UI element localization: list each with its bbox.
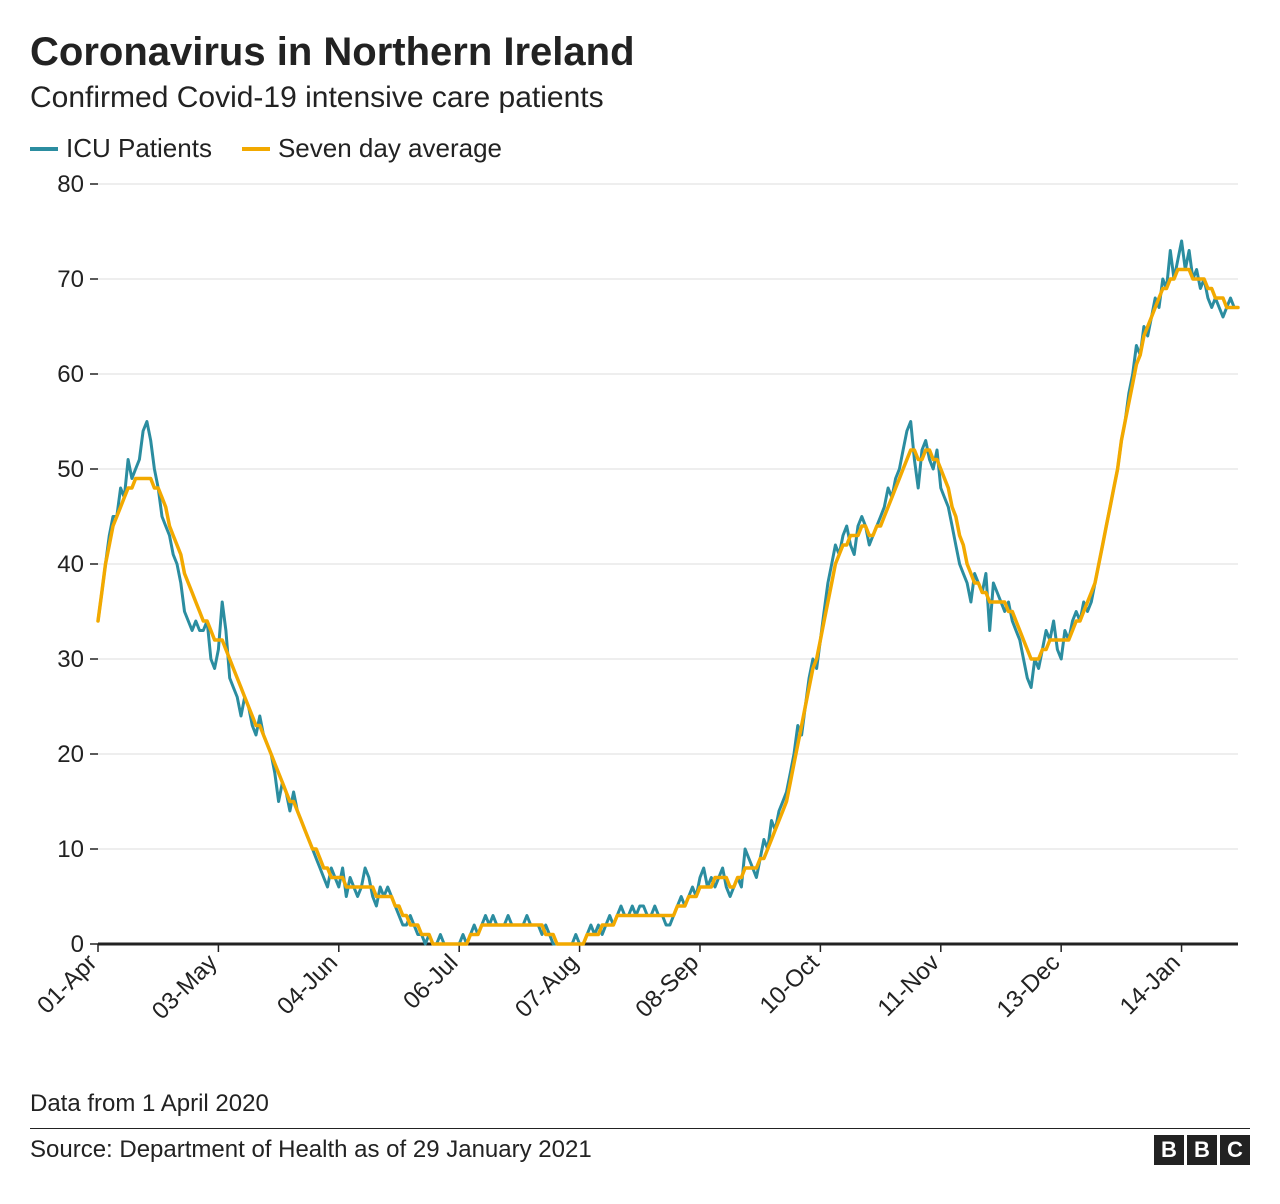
legend-label-icu: ICU Patients bbox=[66, 133, 212, 164]
divider bbox=[30, 1128, 1250, 1129]
svg-text:03-May: 03-May bbox=[147, 949, 223, 1025]
svg-text:10: 10 bbox=[57, 836, 84, 863]
legend-item-icu: ICU Patients bbox=[30, 133, 212, 164]
bbc-c: C bbox=[1220, 1135, 1250, 1165]
chart-subtitle: Confirmed Covid-19 intensive care patien… bbox=[30, 81, 1250, 115]
legend-swatch-avg bbox=[242, 147, 270, 151]
svg-text:11-Nov: 11-Nov bbox=[872, 949, 945, 1022]
legend-label-avg: Seven day average bbox=[278, 133, 502, 164]
footer-note: Data from 1 April 2020 bbox=[30, 1086, 1250, 1118]
svg-text:70: 70 bbox=[57, 266, 84, 293]
chart-container: Coronavirus in Northern Ireland Confirme… bbox=[30, 30, 1250, 1165]
line-chart-svg: 0102030405060708001-Apr03-May04-Jun06-Ju… bbox=[30, 174, 1250, 1074]
svg-text:04-Jun: 04-Jun bbox=[272, 949, 343, 1020]
plot-area: 0102030405060708001-Apr03-May04-Jun06-Ju… bbox=[30, 174, 1250, 1074]
svg-text:10-Oct: 10-Oct bbox=[755, 949, 825, 1019]
svg-text:50: 50 bbox=[57, 456, 84, 483]
svg-text:01-Apr: 01-Apr bbox=[32, 949, 102, 1019]
svg-text:13-Dec: 13-Dec bbox=[992, 949, 1066, 1023]
source-row: Source: Department of Health as of 29 Ja… bbox=[30, 1135, 1250, 1165]
svg-text:07-Aug: 07-Aug bbox=[510, 949, 584, 1023]
bbc-b2: B bbox=[1187, 1135, 1217, 1165]
svg-text:06-Jul: 06-Jul bbox=[398, 949, 463, 1014]
svg-text:14-Jan: 14-Jan bbox=[1115, 949, 1186, 1020]
svg-text:20: 20 bbox=[57, 741, 84, 768]
svg-text:30: 30 bbox=[57, 646, 84, 673]
legend-item-avg: Seven day average bbox=[242, 133, 502, 164]
legend: ICU Patients Seven day average bbox=[30, 133, 1250, 164]
legend-swatch-icu bbox=[30, 147, 58, 151]
svg-text:08-Sep: 08-Sep bbox=[630, 949, 704, 1023]
bbc-b1: B bbox=[1154, 1135, 1184, 1165]
svg-text:40: 40 bbox=[57, 551, 84, 578]
svg-text:60: 60 bbox=[57, 361, 84, 388]
chart-title: Coronavirus in Northern Ireland bbox=[30, 30, 1250, 75]
bbc-logo: B B C bbox=[1154, 1135, 1250, 1165]
svg-text:80: 80 bbox=[57, 174, 84, 198]
source-text: Source: Department of Health as of 29 Ja… bbox=[30, 1136, 592, 1164]
